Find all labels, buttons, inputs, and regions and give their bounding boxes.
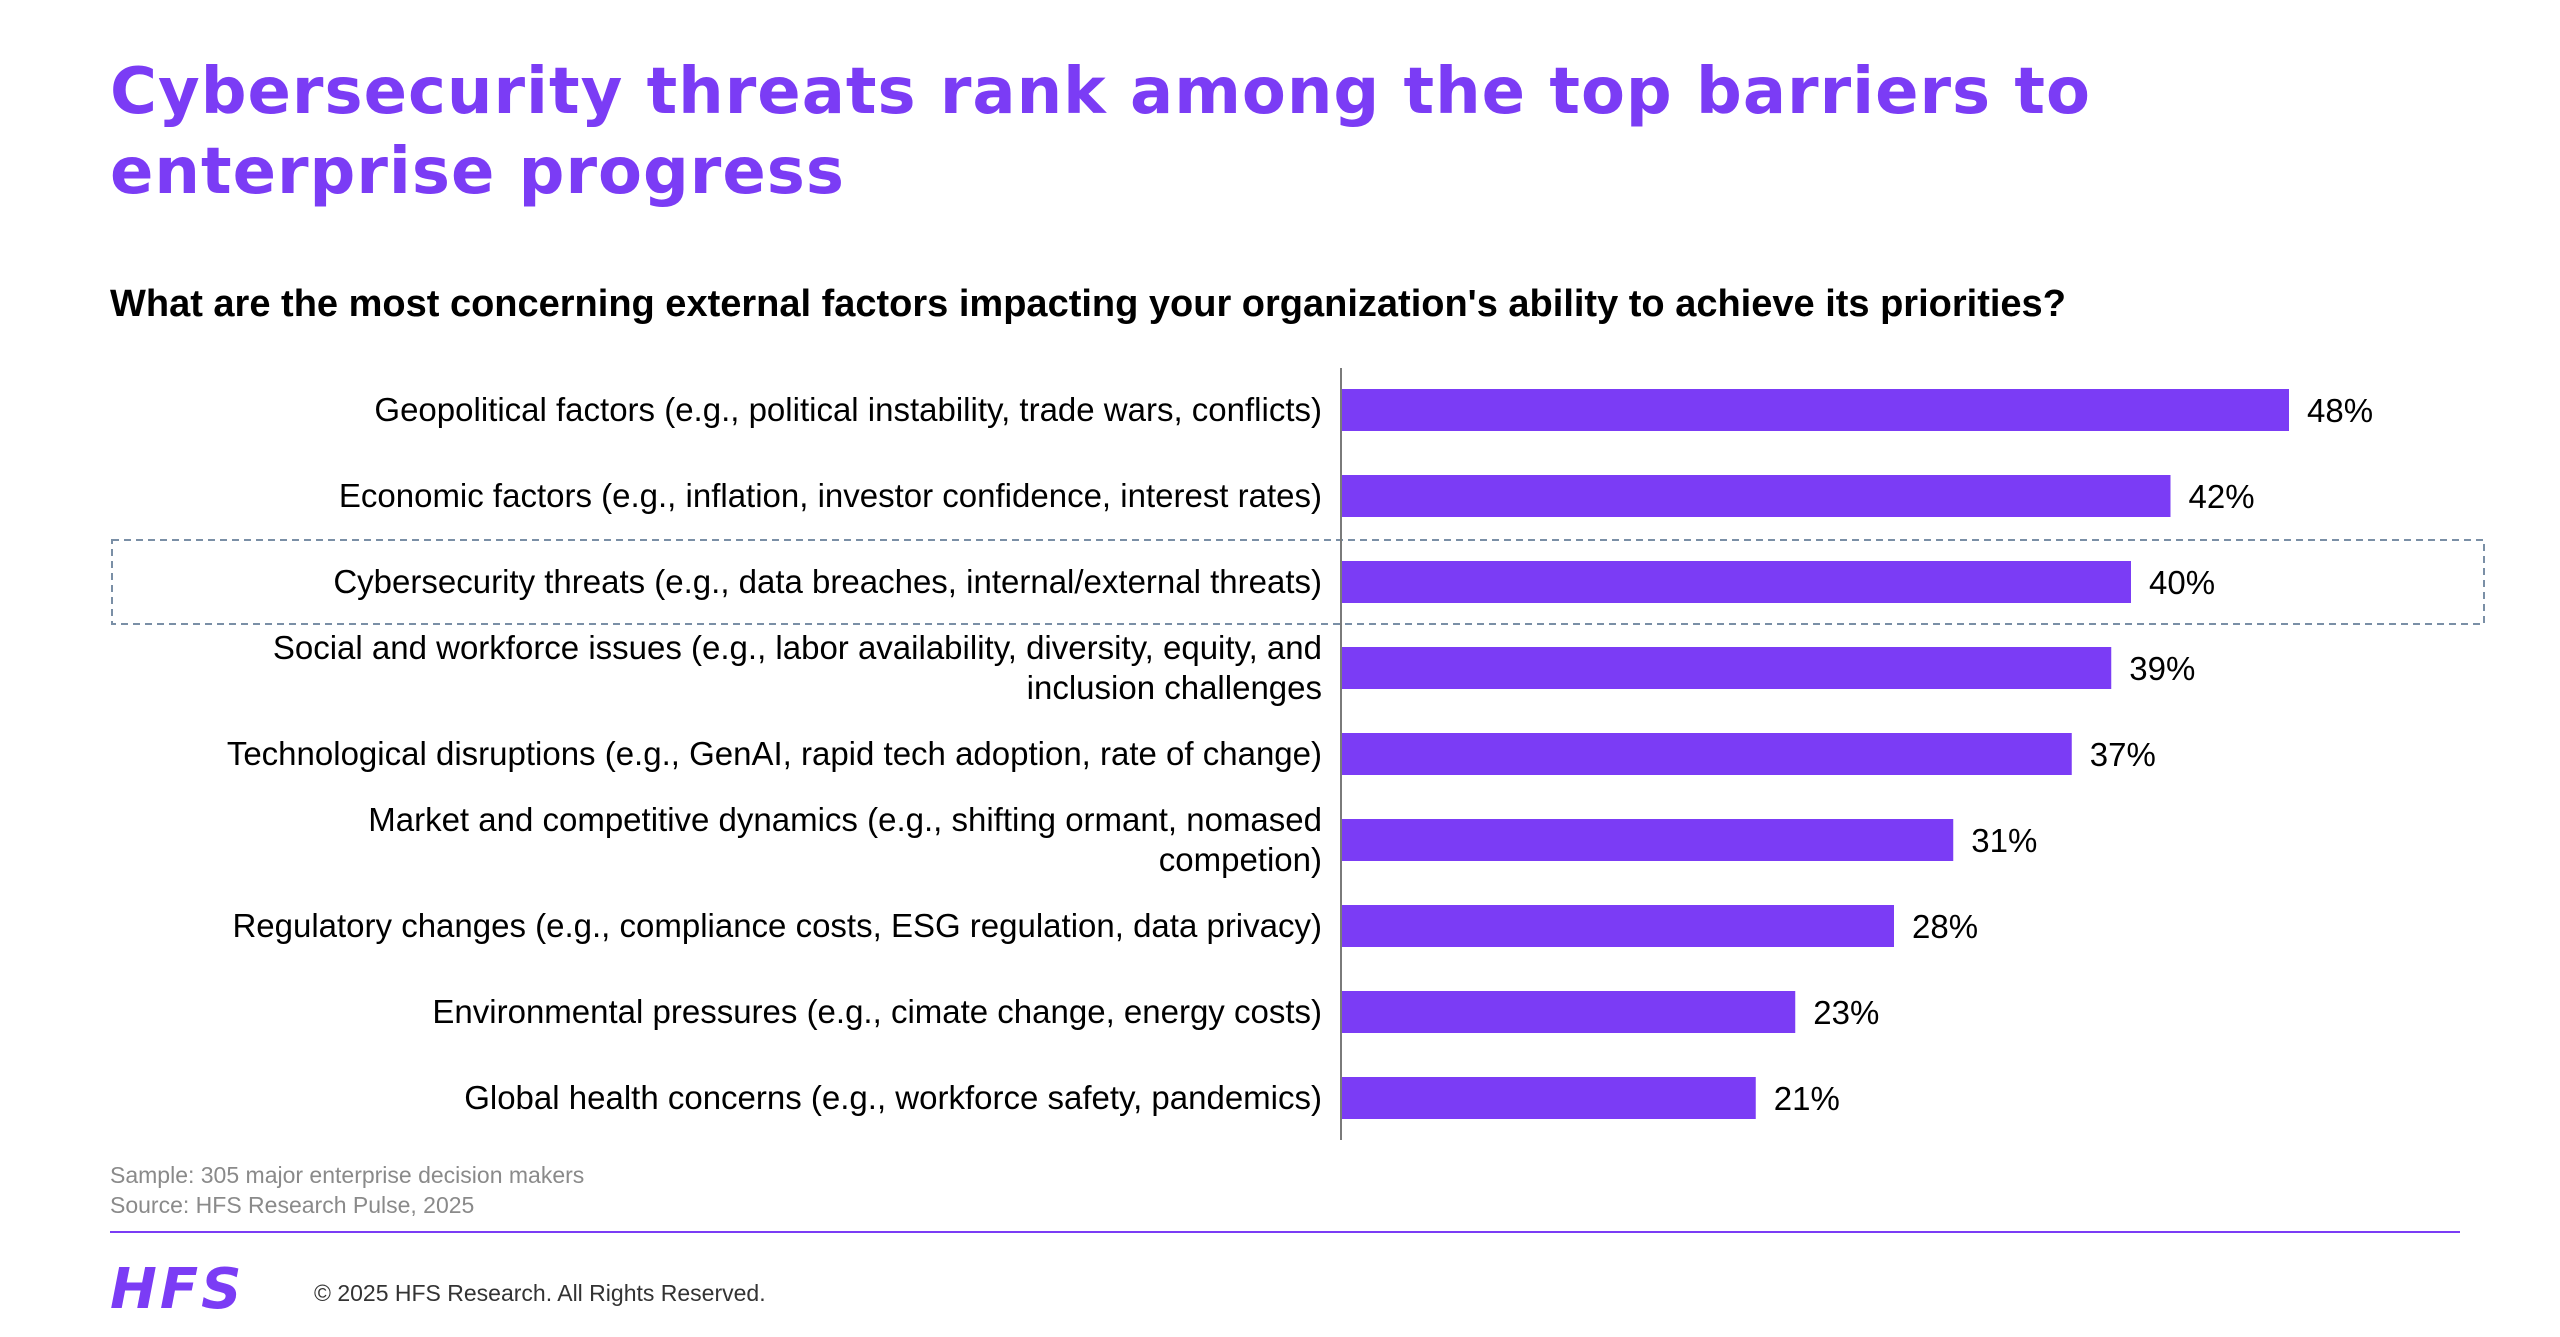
sample-note: Sample: 305 major enterprise decision ma… [110,1162,585,1188]
bar-chart: Geopolitical factors (e.g., political in… [111,368,2485,1140]
data-label: 23% [1813,994,1879,1031]
category-label: Technological disruptions (e.g., GenAI, … [227,735,1322,772]
data-label: 48% [2307,392,2373,429]
data-label: 40% [2149,564,2215,601]
bars [1341,389,2289,1119]
data-label: 39% [2129,650,2195,687]
bar [1341,905,1894,947]
hfs-logo: HFS [110,1257,245,1322]
copyright-text: © 2025 HFS Research. All Rights Reserved… [314,1280,766,1306]
bar [1341,991,1796,1033]
category-label: Economic factors (e.g., inflation, inves… [339,477,1322,514]
bar [1341,733,2072,775]
bar [1341,389,2289,431]
data-label: 31% [1971,822,2037,859]
category-label: Global health concerns (e.g., workforce … [464,1079,1322,1116]
source-note: Source: HFS Research Pulse, 2025 [110,1192,475,1218]
category-label: Regulatory changes (e.g., compliance cos… [232,907,1322,944]
category-label: Market and competitive dynamics (e.g., s… [368,801,1322,878]
category-label: Environmental pressures (e.g., cimate ch… [432,993,1322,1030]
footer-divider [110,1231,2460,1233]
category-label: Social and workforce issues (e.g., labor… [273,629,1322,706]
category-label: Cybersecurity threats (e.g., data breach… [333,563,1322,600]
bar [1341,561,2131,603]
page-title: Cybersecurity threats rank among the top… [110,55,2091,209]
bar [1341,647,2112,689]
footnotes: Sample: 305 major enterprise decision ma… [110,1160,584,1220]
data-label: 28% [1912,908,1978,945]
bar [1341,1077,1756,1119]
highlight-box-rect [111,539,2485,625]
data-label: 42% [2189,478,2255,515]
data-labels: 48% 42% 40% 39% 37% 31% 28% 23% 21% [1774,392,2373,1117]
bar [1341,475,2171,517]
highlight-box [111,539,2485,625]
category-label: Geopolitical factors (e.g., political in… [374,391,1322,428]
data-label: 21% [1774,1080,1840,1117]
data-label: 37% [2090,736,2156,773]
category-labels: Geopolitical factors (e.g., political in… [227,391,1322,1116]
bar [1341,819,1954,861]
chart-question: What are the most concerning external fa… [110,283,2066,325]
